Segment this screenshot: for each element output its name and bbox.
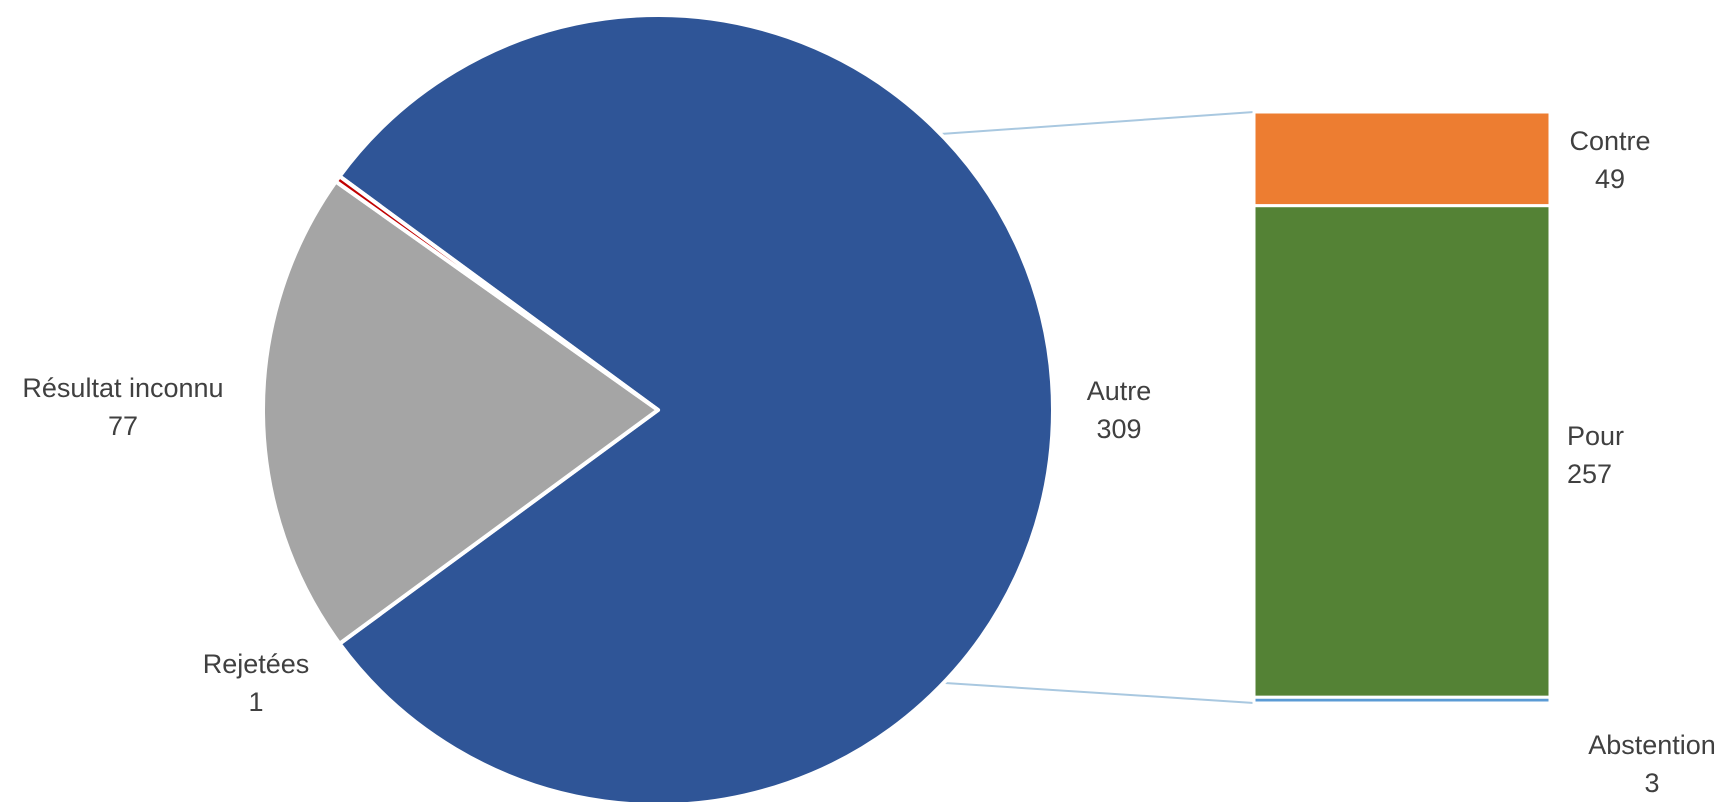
bar-segment-contre bbox=[1252, 110, 1552, 208]
pie bbox=[261, 13, 1055, 802]
label-rejetees-name: Rejetées bbox=[203, 649, 310, 679]
bar-segment-abstention bbox=[1252, 695, 1552, 705]
label-contre-name: Contre bbox=[1569, 126, 1650, 156]
label-abstention-name: Abstention bbox=[1588, 730, 1716, 760]
stacked-bar bbox=[1252, 110, 1552, 705]
pie-slice-rejetees bbox=[333, 174, 660, 412]
pie-slice-resultat-inconnu bbox=[261, 179, 660, 646]
label-pour-value: 257 bbox=[1567, 459, 1612, 489]
label-abstention-value: 3 bbox=[1644, 768, 1659, 798]
label-contre-value: 49 bbox=[1595, 164, 1625, 194]
label-autre-name: Autre bbox=[1087, 376, 1152, 406]
bar-segment-pour bbox=[1252, 204, 1552, 699]
label-resultat-inconnu-name: Résultat inconnu bbox=[22, 373, 223, 403]
label-pour-name: Pour bbox=[1567, 421, 1624, 451]
label-autre-value: 309 bbox=[1096, 414, 1141, 444]
data-labels: Autre 309 Résultat inconnu 77 Rejetées 1 Contr… bbox=[22, 126, 1715, 798]
pie-slice-autre bbox=[337, 13, 1055, 802]
label-resultat-inconnu-value: 77 bbox=[108, 411, 138, 441]
label-rejetees-value: 1 bbox=[248, 687, 263, 717]
